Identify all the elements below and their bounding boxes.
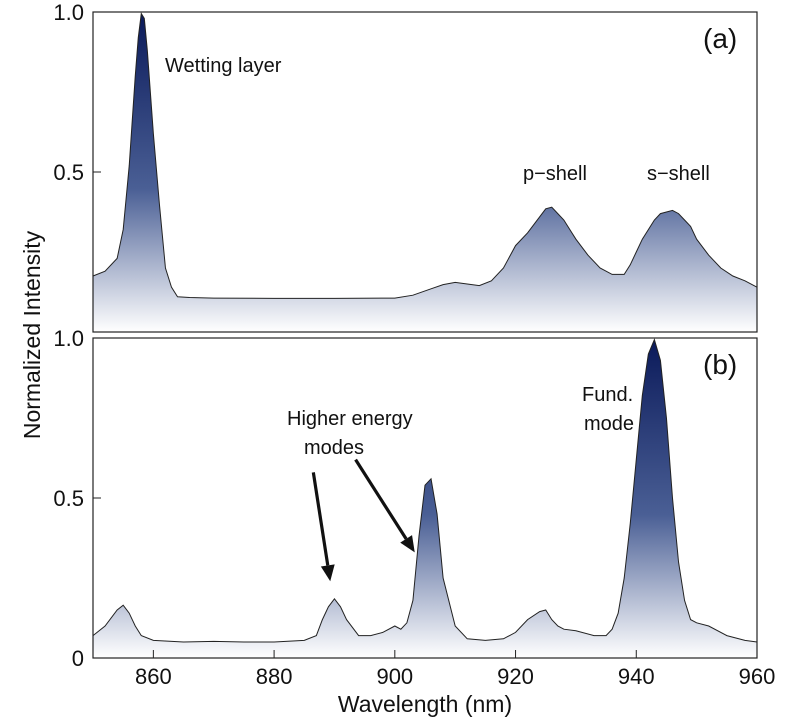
- x-tick-label-940: 940: [618, 664, 655, 689]
- annotation-wetting-layer: Wetting layer: [165, 55, 282, 77]
- x-axis-title: Wavelength (nm): [338, 691, 512, 717]
- annotation-p-shell: p−shell: [523, 163, 587, 185]
- annotation-mode: mode: [584, 413, 634, 435]
- x-ticks-b: 860 880 900 920 940 960: [135, 650, 775, 689]
- spectrum-line-a: [92, 12, 758, 299]
- panel-b: 1.0 0.5 0 860 880 900 920 940 960 (b) Higher …: [53, 326, 775, 689]
- y-tick-label-b-1: 1.0: [53, 326, 84, 351]
- annotation-higher-energy-line1: Higher energy: [287, 408, 413, 430]
- y-tick-label-a-2: 0.5: [53, 160, 84, 185]
- arrow-shaft-2: [354, 458, 408, 540]
- x-tick-label-920: 920: [497, 664, 534, 689]
- y-axis-title: Normalized Intensity: [19, 230, 45, 439]
- panel-label-b: (b): [703, 349, 737, 380]
- arrows-b: [311, 458, 415, 582]
- annotation-fund: Fund.: [582, 384, 633, 406]
- x-tick-label-880: 880: [256, 664, 293, 689]
- panel-a: 1.0 0.5 (a) Wetting layer p−shell s−shel…: [53, 0, 758, 333]
- panel-label-a: (a): [703, 23, 737, 54]
- annotation-s-shell: s−shell: [647, 163, 710, 185]
- arrow-head-2: [400, 535, 415, 553]
- y-tick-label-a-1: 1.0: [53, 0, 84, 25]
- x-tick-label-860: 860: [135, 664, 172, 689]
- spectrum-line-b: [92, 338, 758, 643]
- y-ticks-b: 1.0 0.5 0: [53, 326, 101, 671]
- y-tick-label-b-3: 0: [72, 646, 84, 671]
- y-tick-label-b-2: 0.5: [53, 486, 84, 511]
- y-ticks-a: 1.0 0.5: [53, 0, 101, 185]
- spectrum-area-b: [93, 339, 757, 658]
- x-tick-label-960: 960: [739, 664, 776, 689]
- annotation-higher-energy-line2: modes: [304, 437, 364, 459]
- arrow-shaft-1: [311, 472, 330, 566]
- x-tick-label-900: 900: [376, 664, 413, 689]
- arrow-head-1: [320, 564, 335, 582]
- spectrum-area-a: [93, 13, 757, 332]
